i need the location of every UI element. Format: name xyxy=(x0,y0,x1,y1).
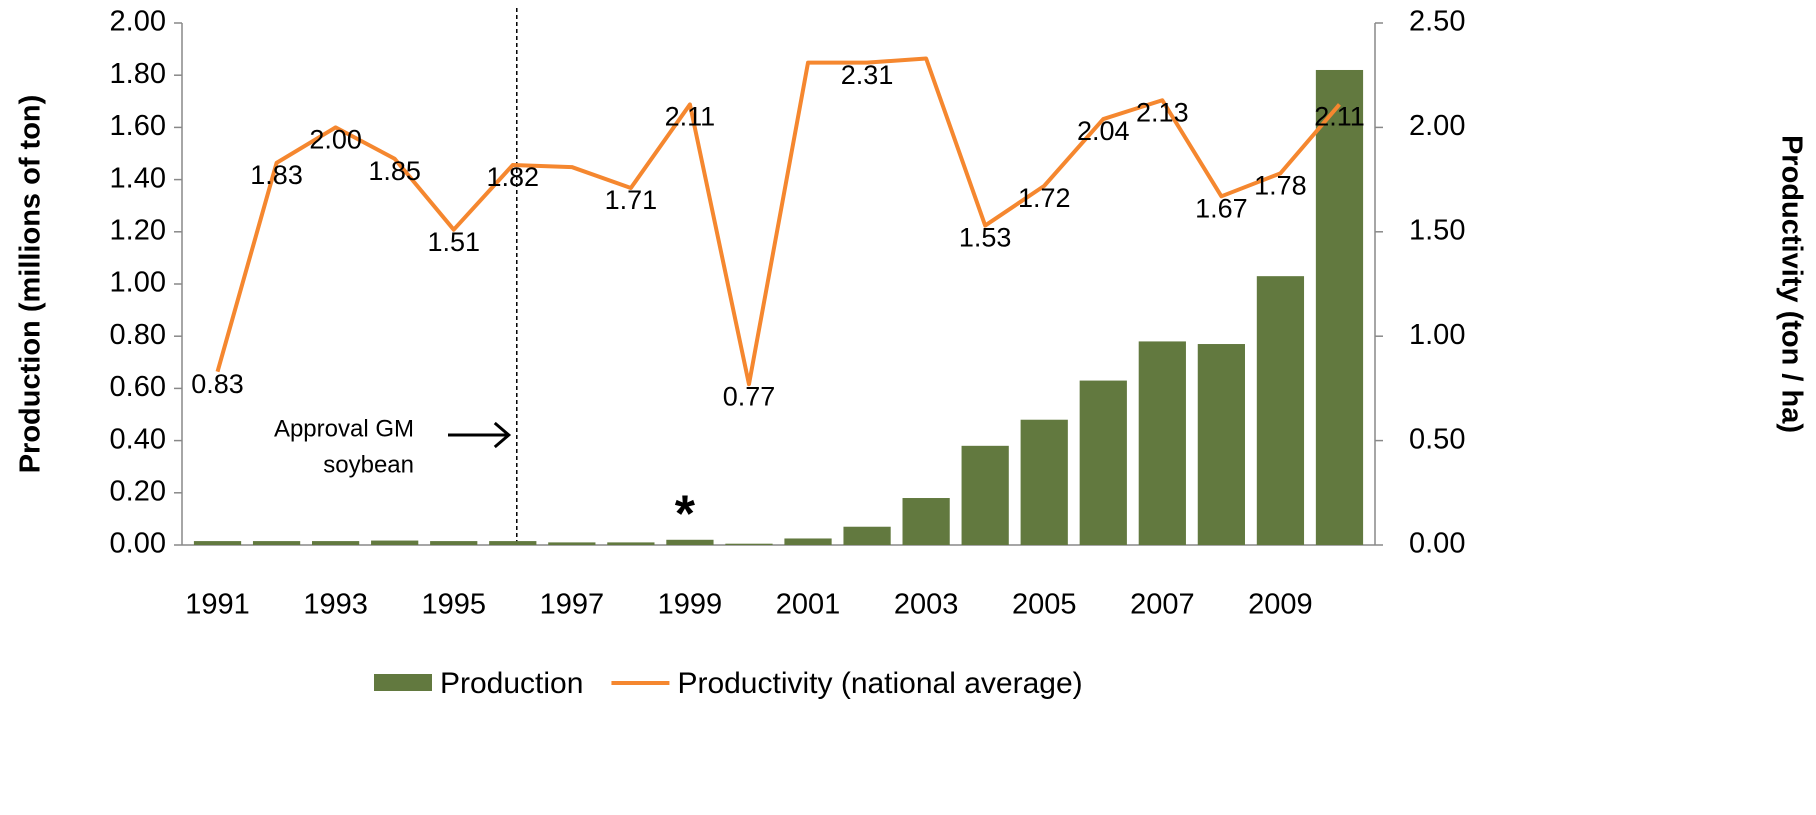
bar xyxy=(1315,69,1364,545)
data-label: 1.67 xyxy=(1195,193,1248,223)
data-label: 1.83 xyxy=(250,160,303,190)
annotation: Approval GM xyxy=(274,415,414,442)
y-tick-label: 1.40 xyxy=(110,162,166,194)
data-label: 2.04 xyxy=(1077,116,1130,146)
line xyxy=(215,56,1341,387)
data-label: 2.00 xyxy=(309,125,362,155)
x-tick-label: 2009 xyxy=(1248,589,1313,621)
bar xyxy=(1020,419,1068,545)
y2-tick-label: 0.50 xyxy=(1409,423,1465,455)
bar xyxy=(961,445,1009,545)
bar xyxy=(666,539,714,545)
data-label: 2.11 xyxy=(1314,102,1365,132)
annotation: soybean xyxy=(323,451,414,478)
y2-tick-label: 1.50 xyxy=(1409,214,1465,246)
y2-tick-label: 1.00 xyxy=(1409,319,1465,351)
annotation-star: * xyxy=(675,486,696,544)
y2-tick-label: 2.00 xyxy=(1409,110,1465,142)
bar xyxy=(548,542,596,545)
y-tick-label: 0.20 xyxy=(110,475,166,507)
bar xyxy=(489,541,537,545)
data-label: 1.53 xyxy=(959,223,1012,253)
bar xyxy=(1256,276,1305,545)
x-tick-label: 1993 xyxy=(303,589,368,621)
y2-tick-label: 0.00 xyxy=(1409,528,1465,560)
bar xyxy=(725,543,773,545)
data-label: 1.72 xyxy=(1018,183,1071,213)
data-label: 1.78 xyxy=(1254,170,1307,200)
bar xyxy=(1197,344,1245,545)
bar xyxy=(1079,380,1127,545)
y2-tick-label: 2.50 xyxy=(1409,6,1465,38)
data-label: 2.13 xyxy=(1136,97,1189,127)
x-tick-label: 2007 xyxy=(1130,589,1195,621)
x-tick-label: 1997 xyxy=(540,589,605,621)
y-tick-label: 0.40 xyxy=(110,423,166,455)
bar xyxy=(193,541,242,545)
x-tick-label: 2003 xyxy=(894,589,959,621)
data-label: 1.71 xyxy=(605,185,658,215)
x-tick-label: 2001 xyxy=(776,589,841,621)
legend-swatch xyxy=(374,674,432,691)
bar xyxy=(784,538,832,545)
legend-label: Production xyxy=(440,667,583,700)
bar xyxy=(607,542,655,545)
bar xyxy=(1138,341,1186,545)
y-axis-title: Production (millions of ton) xyxy=(15,95,47,474)
y-tick-label: 0.80 xyxy=(110,319,166,351)
legend-label: Productivity (national average) xyxy=(677,667,1082,700)
y-tick-label: 1.60 xyxy=(110,110,166,142)
bar xyxy=(371,540,419,545)
data-label: 1.85 xyxy=(368,156,421,186)
bar xyxy=(843,526,891,545)
bar xyxy=(252,541,301,545)
y-tick-label: 0.60 xyxy=(110,371,166,403)
y-tick-label: 1.80 xyxy=(110,58,166,90)
x-tick-label: 1995 xyxy=(421,589,486,621)
data-label: 2.31 xyxy=(841,60,894,90)
bar xyxy=(430,541,478,545)
data-label: 2.11 xyxy=(665,102,716,132)
data-label: 0.83 xyxy=(191,369,244,399)
x-tick-label: 1999 xyxy=(658,589,723,621)
y-tick-label: 2.00 xyxy=(110,6,166,38)
y-tick-label: 0.00 xyxy=(110,528,166,560)
bar xyxy=(312,541,360,545)
data-label: 1.51 xyxy=(427,227,480,257)
bar xyxy=(902,498,950,545)
x-tick-label: 2005 xyxy=(1012,589,1077,621)
approval-arrow xyxy=(448,421,512,449)
data-label: 0.77 xyxy=(723,381,776,411)
data-label: 1.82 xyxy=(486,162,539,192)
y-tick-label: 1.00 xyxy=(110,267,166,299)
x-tick-label: 1991 xyxy=(185,589,250,621)
y-tick-label: 1.20 xyxy=(110,214,166,246)
y2-axis-title: Productivity (ton / ha) xyxy=(1775,135,1807,433)
